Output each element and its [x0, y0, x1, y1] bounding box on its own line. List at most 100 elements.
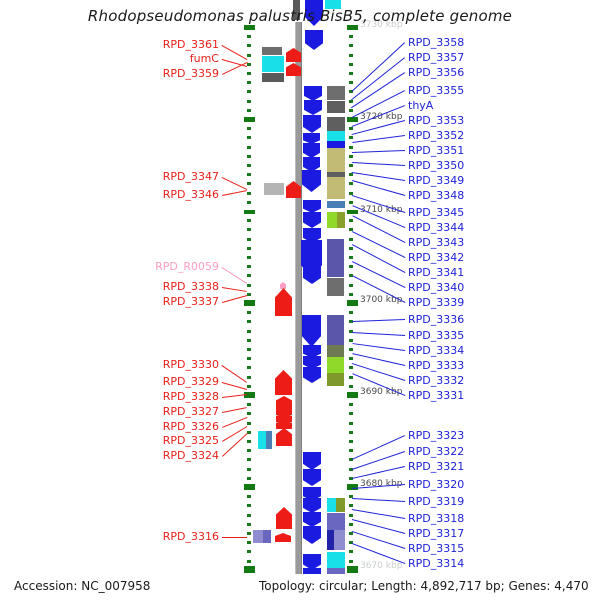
reverse-gene-arrow[interactable] [305, 0, 323, 26]
gene-label-forward[interactable]: RPD_3329 [162, 375, 219, 388]
forward-gene-arrow[interactable] [276, 396, 292, 409]
forward-gene-arrow[interactable] [275, 533, 291, 542]
gene-label-reverse[interactable]: RPD_3314 [408, 557, 465, 570]
reverse-gene-arrow[interactable] [303, 512, 321, 527]
gene-label-reverse[interactable]: RPD_3319 [408, 495, 465, 508]
gene-label-forward[interactable]: RPD_3316 [162, 530, 219, 543]
forward-feature-block[interactable] [262, 56, 284, 72]
gene-label-forward[interactable]: fumC [189, 52, 219, 65]
reverse-gene-arrow[interactable] [303, 498, 321, 513]
reverse-feature-block[interactable] [327, 552, 335, 570]
gene-label-forward[interactable]: RPD_3347 [162, 170, 219, 183]
reverse-gene-arrow[interactable] [303, 143, 320, 158]
reverse-gene-arrow[interactable] [302, 315, 321, 347]
gene-label-reverse[interactable]: RPD_3335 [408, 329, 465, 342]
gene-label-reverse[interactable]: RPD_3356 [408, 66, 465, 79]
gene-label-reverse[interactable]: RPD_3334 [408, 344, 465, 357]
gene-label-reverse[interactable]: RPD_3349 [408, 174, 465, 187]
gene-label-reverse[interactable]: RPD_3342 [408, 251, 465, 264]
reverse-gene-arrow[interactable] [303, 115, 321, 133]
reverse-feature-block[interactable] [336, 498, 345, 512]
forward-feature-block[interactable] [262, 73, 284, 82]
reverse-feature-block[interactable] [327, 278, 344, 296]
forward-feature-block[interactable] [258, 431, 266, 449]
reverse-gene-arrow[interactable] [303, 228, 321, 243]
reverse-feature-block[interactable] [327, 117, 345, 131]
reverse-gene-arrow[interactable] [303, 526, 321, 544]
forward-gene-arrow[interactable] [276, 428, 292, 446]
reverse-feature-block[interactable] [327, 513, 345, 530]
reverse-gene-arrow[interactable] [305, 30, 323, 50]
reverse-feature-block[interactable] [327, 212, 337, 228]
gene-label-reverse[interactable]: RPD_3333 [408, 359, 465, 372]
gene-label-forward[interactable]: RPD_3338 [162, 280, 219, 293]
gene-label-reverse[interactable]: RPD_3355 [408, 84, 465, 97]
gene-label-reverse[interactable]: thyA [408, 99, 434, 112]
gene-label-reverse[interactable]: RPD_3336 [408, 313, 465, 326]
gene-label-reverse[interactable]: RPD_3318 [408, 512, 465, 525]
reverse-feature-block[interactable] [327, 177, 345, 199]
gene-label-reverse[interactable]: RPD_3348 [408, 189, 465, 202]
gene-label-forward[interactable]: RPD_3324 [162, 449, 219, 462]
gene-label-forward[interactable]: RPD_3326 [162, 420, 219, 433]
reverse-feature-block[interactable] [327, 530, 334, 550]
reverse-gene-arrow[interactable] [304, 86, 322, 101]
reverse-feature-block[interactable] [327, 315, 344, 345]
gene-label-reverse[interactable]: RPD_3340 [408, 281, 465, 294]
gene-label-forward[interactable]: RPD_3325 [162, 434, 219, 447]
gene-label-reverse[interactable]: RPD_3321 [408, 460, 465, 473]
forward-gene-arrow[interactable] [276, 406, 292, 415]
gene-label-reverse[interactable]: RPD_3345 [408, 206, 465, 219]
reverse-feature-block[interactable] [327, 239, 344, 277]
forward-gene-arrow[interactable] [275, 288, 292, 316]
reverse-feature-block[interactable] [327, 498, 336, 512]
reverse-feature-block[interactable] [327, 357, 344, 373]
gene-label-reverse[interactable]: RPD_3331 [408, 389, 465, 402]
reverse-feature-block[interactable] [327, 86, 345, 100]
gene-label-reverse[interactable]: RPD_3317 [408, 527, 465, 540]
reverse-feature-block[interactable] [325, 0, 341, 9]
forward-feature-block[interactable] [253, 530, 263, 543]
reverse-feature-block[interactable] [327, 131, 345, 142]
reverse-feature-block[interactable] [327, 172, 345, 177]
forward-gene-arrow[interactable] [276, 507, 292, 529]
gene-label-reverse[interactable]: RPD_3352 [408, 129, 465, 142]
forward-gene-arrow[interactable] [276, 420, 292, 429]
gene-label-reverse[interactable]: RPD_3353 [408, 114, 465, 127]
reverse-feature-block[interactable] [327, 148, 345, 172]
gene-label-forward[interactable]: RPD_3346 [162, 188, 219, 201]
forward-gene-arrow[interactable] [276, 413, 292, 422]
forward-feature-block[interactable] [263, 530, 271, 543]
reverse-gene-arrow[interactable] [303, 212, 321, 228]
forward-gene-arrow[interactable] [286, 63, 301, 76]
gene-label-forward[interactable]: RPD_R0059 [155, 260, 219, 273]
reverse-gene-arrow[interactable] [303, 487, 321, 501]
gene-label-reverse[interactable]: RPD_3320 [408, 478, 465, 491]
reverse-feature-block[interactable] [334, 530, 345, 550]
gene-label-reverse[interactable]: RPD_3323 [408, 429, 465, 442]
gene-label-reverse[interactable]: RPD_3341 [408, 266, 465, 279]
gene-label-forward[interactable]: RPD_3327 [162, 405, 219, 418]
gene-label-reverse[interactable]: RPD_3343 [408, 236, 465, 249]
reverse-gene-arrow[interactable] [304, 100, 322, 115]
forward-feature-block[interactable] [262, 47, 282, 55]
forward-gene-arrow[interactable] [275, 370, 292, 395]
gene-label-reverse[interactable]: RPD_3339 [408, 296, 465, 309]
forward-gene-arrow[interactable] [286, 181, 301, 198]
gene-label-forward[interactable]: RPD_3361 [162, 38, 219, 51]
reverse-feature-block[interactable] [327, 141, 345, 148]
reverse-gene-arrow[interactable] [303, 554, 321, 570]
reverse-gene-arrow[interactable] [303, 157, 320, 172]
gene-label-reverse[interactable]: RPD_3351 [408, 144, 465, 157]
gene-label-reverse[interactable]: RPD_3357 [408, 51, 465, 64]
reverse-feature-block[interactable] [337, 212, 345, 228]
gene-label-reverse[interactable]: RPD_3350 [408, 159, 465, 172]
gene-label-reverse[interactable]: RPD_3358 [408, 36, 465, 49]
reverse-gene-arrow[interactable] [303, 469, 321, 486]
reverse-feature-block[interactable] [327, 201, 345, 208]
gene-label-forward[interactable]: RPD_3359 [162, 67, 219, 80]
reverse-feature-block[interactable] [327, 101, 345, 113]
forward-gene-arrow[interactable] [286, 48, 301, 62]
reverse-gene-arrow[interactable] [303, 200, 321, 213]
